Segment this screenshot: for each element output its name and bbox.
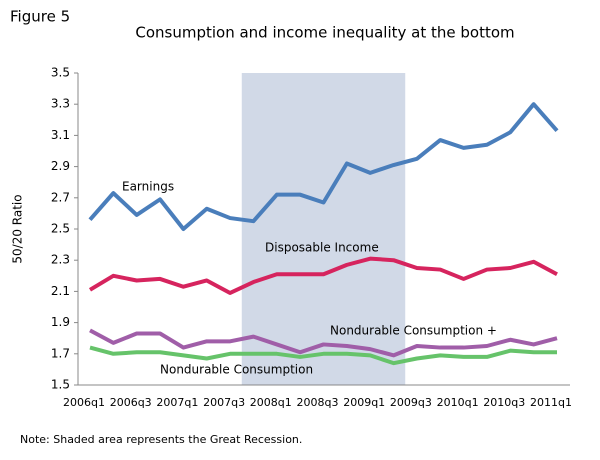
x-tick-label: 2011q1 [530,396,572,409]
x-tick-label: 2009q1 [343,396,385,409]
x-tick-label: 2007q1 [156,396,198,409]
y-tick-label: 1.7 [51,346,70,360]
x-tick-label: 2010q3 [483,396,525,409]
y-axis-label: 50/20 Ratio [11,194,25,263]
recession-shade [241,73,406,385]
figure-label: Figure 5 [10,8,70,26]
y-tick-label: 2.7 [51,190,70,204]
x-tick-label: 2006q1 [63,396,105,409]
y-tick-label: 1.5 [51,378,70,392]
line-series [89,328,558,358]
x-tick-label: 2010q1 [437,396,479,409]
line-series [88,102,559,231]
series-label: Nondurable Consumption [160,363,313,377]
series-label: Nondurable Consumption + [330,324,497,338]
x-tick-label: 2007q3 [203,396,245,409]
series-label: Disposable Income [265,241,379,255]
chart-title: Consumption and income inequality at the… [135,24,514,42]
y-tick-label: 2.5 [51,222,70,236]
note: Note: Shaded area represents the Great R… [20,433,302,446]
series-label: Earnings [122,180,174,194]
line-series [88,256,558,295]
x-tick-label: 2008q3 [297,396,339,409]
line-series [89,345,557,366]
y-tick-label: 3.3 [51,97,70,111]
y-tick-label: 3.5 [51,66,70,80]
y-tick-label: 3.1 [51,128,70,142]
x-tick-label: 2008q1 [250,396,292,409]
y-tick-label: 2.9 [51,159,70,173]
y-tick-label: 2.3 [51,253,70,267]
x-tick-label: 2009q3 [390,396,432,409]
x-tick-label: 2006q3 [110,396,152,409]
y-tick-label: 2.1 [51,284,70,298]
y-tick-label: 1.9 [51,315,70,329]
